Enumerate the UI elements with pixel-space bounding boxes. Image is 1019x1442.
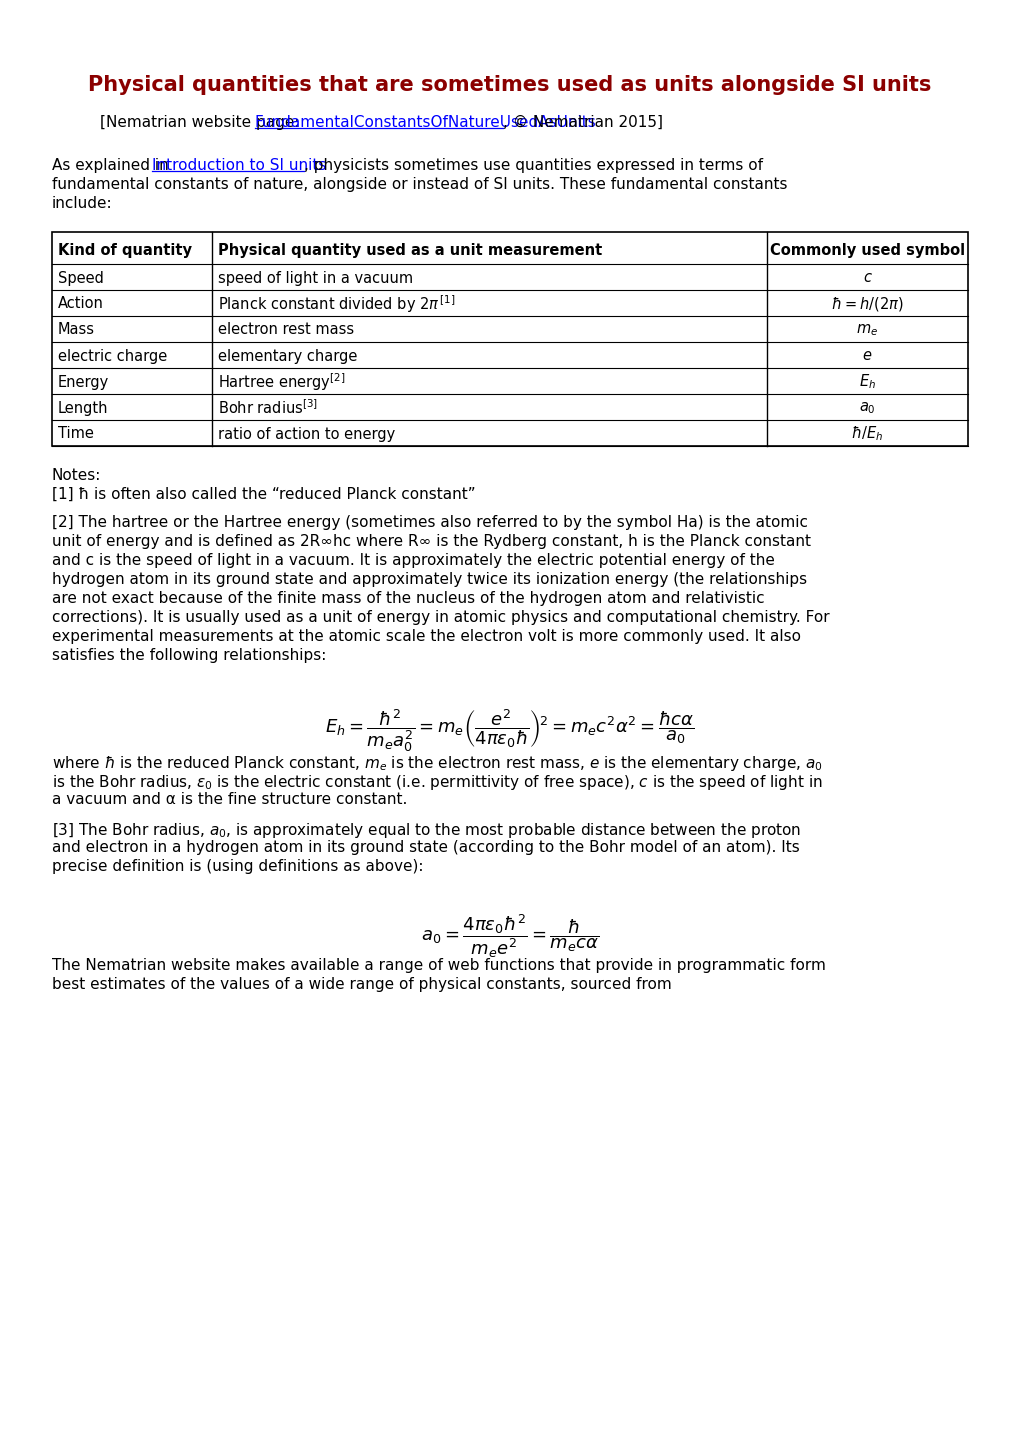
Text: Speed: Speed xyxy=(58,271,104,286)
Text: FundamentalConstantsOfNatureUsedAsUnits: FundamentalConstantsOfNatureUsedAsUnits xyxy=(255,115,596,130)
Text: and electron in a hydrogen atom in its ground state (according to the Bohr model: and electron in a hydrogen atom in its g… xyxy=(52,841,799,855)
Text: Notes:: Notes: xyxy=(52,469,101,483)
Text: best estimates of the values of a wide range of physical constants, sourced from: best estimates of the values of a wide r… xyxy=(52,978,672,992)
Text: , physicists sometimes use quantities expressed in terms of: , physicists sometimes use quantities ex… xyxy=(304,159,762,173)
Text: Length: Length xyxy=(58,401,108,415)
Text: $a_0$: $a_0$ xyxy=(858,399,875,415)
Text: ratio of action to energy: ratio of action to energy xyxy=(218,427,395,441)
Text: precise definition is (using definitions as above):: precise definition is (using definitions… xyxy=(52,859,423,874)
Text: Physical quantities that are sometimes used as units alongside SI units: Physical quantities that are sometimes u… xyxy=(89,75,930,95)
Text: corrections). It is usually used as a unit of energy in atomic physics and compu: corrections). It is usually used as a un… xyxy=(52,610,828,624)
Text: hydrogen atom in its ground state and approximately twice its ionization energy : hydrogen atom in its ground state and ap… xyxy=(52,572,806,587)
Text: [1] ħ is often also called the “reduced Planck constant”: [1] ħ is often also called the “reduced … xyxy=(52,487,475,502)
Text: $m_e$: $m_e$ xyxy=(856,322,877,337)
Text: , © Nematrian 2015]: , © Nematrian 2015] xyxy=(502,115,662,130)
Text: Mass: Mass xyxy=(58,323,95,337)
Text: As explained in: As explained in xyxy=(52,159,173,173)
Text: Introduction to SI units: Introduction to SI units xyxy=(152,159,326,173)
Text: $a_0 = \dfrac{4\pi\epsilon_0\hbar^2}{m_e e^2} = \dfrac{\hbar}{m_e c\alpha}$: $a_0 = \dfrac{4\pi\epsilon_0\hbar^2}{m_e… xyxy=(421,911,598,960)
Text: $e$: $e$ xyxy=(861,349,872,363)
Text: electron rest mass: electron rest mass xyxy=(218,323,354,337)
Text: $\hbar = h/(2\pi)$: $\hbar = h/(2\pi)$ xyxy=(830,296,903,313)
Text: Action: Action xyxy=(58,297,104,311)
Bar xyxy=(52,232,967,446)
Text: $E_h = \dfrac{\hbar^2}{m_e a_0^2} = m_e \left(\dfrac{e^2}{4\pi\epsilon_0\hbar}\r: $E_h = \dfrac{\hbar^2}{m_e a_0^2} = m_e … xyxy=(325,707,694,754)
Text: a vacuum and α is the fine structure constant.: a vacuum and α is the fine structure con… xyxy=(52,792,407,808)
Text: $c$: $c$ xyxy=(862,271,871,286)
Text: The Nematrian website makes available a range of web functions that provide in p: The Nematrian website makes available a … xyxy=(52,957,825,973)
Text: electric charge: electric charge xyxy=(58,349,167,363)
Text: Physical quantity used as a unit measurement: Physical quantity used as a unit measure… xyxy=(218,242,601,258)
Text: speed of light in a vacuum: speed of light in a vacuum xyxy=(218,271,413,286)
Text: $\hbar/E_h$: $\hbar/E_h$ xyxy=(851,424,882,443)
Text: [2] The hartree or the Hartree energy (sometimes also referred to by the symbol : [2] The hartree or the Hartree energy (s… xyxy=(52,515,807,531)
Text: Kind of quantity: Kind of quantity xyxy=(58,242,192,258)
Text: fundamental constants of nature, alongside or instead of SI units. These fundame: fundamental constants of nature, alongsi… xyxy=(52,177,787,192)
Text: [3] The Bohr radius, $a_0$, is approximately equal to the most probable distance: [3] The Bohr radius, $a_0$, is approxima… xyxy=(52,820,801,841)
Text: Time: Time xyxy=(58,427,94,441)
Text: unit of energy and is defined as 2R∞hc where R∞ is the Rydberg constant, h is th: unit of energy and is defined as 2R∞hc w… xyxy=(52,534,810,549)
Text: Energy: Energy xyxy=(58,375,109,389)
Text: satisfies the following relationships:: satisfies the following relationships: xyxy=(52,647,326,663)
Text: [Nematrian website page:: [Nematrian website page: xyxy=(100,115,304,130)
Text: Hartree energy$^{[2]}$: Hartree energy$^{[2]}$ xyxy=(218,371,345,392)
Text: Commonly used symbol: Commonly used symbol xyxy=(769,242,964,258)
Text: Bohr radius$^{[3]}$: Bohr radius$^{[3]}$ xyxy=(218,398,318,417)
Text: are not exact because of the finite mass of the nucleus of the hydrogen atom and: are not exact because of the finite mass… xyxy=(52,591,764,606)
Text: where $\hbar$ is the reduced Planck constant, $m_e$ is the electron rest mass, $: where $\hbar$ is the reduced Planck cons… xyxy=(52,754,822,773)
Text: elementary charge: elementary charge xyxy=(218,349,357,363)
Text: $E_h$: $E_h$ xyxy=(858,372,875,391)
Text: experimental measurements at the atomic scale the electron volt is more commonly: experimental measurements at the atomic … xyxy=(52,629,800,645)
Text: and c is the speed of light in a vacuum. It is approximately the electric potent: and c is the speed of light in a vacuum.… xyxy=(52,552,774,568)
Text: Planck constant divided by $2\pi^{\,[1]}$: Planck constant divided by $2\pi^{\,[1]}… xyxy=(218,293,455,314)
Text: is the Bohr radius, $\epsilon_0$ is the electric constant (i.e. permittivity of : is the Bohr radius, $\epsilon_0$ is the … xyxy=(52,773,822,792)
Text: include:: include: xyxy=(52,196,112,211)
